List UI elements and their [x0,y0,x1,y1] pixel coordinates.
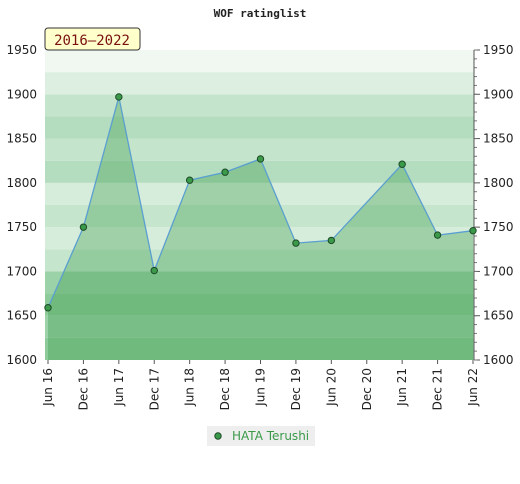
point [185,176,194,184]
point [433,231,442,239]
y-tick-label: 1700 [6,264,37,278]
band [45,72,474,95]
band [45,138,474,161]
point [327,236,336,245]
legend-label: HATA Terushi [232,429,309,443]
point [44,304,52,312]
y-tick-label: 1800 [6,176,37,190]
y-tick-label: 1850 [6,132,37,146]
y-tick-label: 1750 [6,220,37,234]
point [115,93,123,101]
x-tick-label: Jun 17 [112,368,126,407]
y-tick-label-right: 1850 [483,132,514,146]
band [45,94,474,117]
band [45,337,474,360]
band [45,227,474,250]
y-tick-label-right: 1700 [483,264,514,278]
y-tick-label-right: 1600 [483,353,514,367]
line [47,96,474,309]
y-tick-label: 1650 [6,309,37,323]
badge-box [44,27,141,51]
chart-title: WOF ratinglist [214,7,307,20]
band [45,50,474,73]
point [469,226,477,235]
x-tick-label: Dec 19 [289,368,303,410]
x-tick-label: Dec 18 [218,368,232,410]
point [256,155,265,163]
band [45,293,474,316]
y-tick-label-right: 1650 [483,309,514,323]
x-tick-label: Jun 22 [466,368,480,407]
band [45,271,474,294]
point [398,160,406,168]
x-tick-label: Jun 16 [41,368,55,407]
x-tick-label: Jun 18 [183,368,197,407]
y-tick-label: 1950 [6,43,37,57]
x-tick-label: Jun 19 [254,368,268,407]
point [79,223,88,231]
point [221,168,229,176]
x-tick-label: Jun 21 [395,368,409,407]
y-tick-label: 1600 [6,353,37,367]
x-tick-label: Dec 20 [360,368,374,410]
x-tick-label: Dec 16 [76,368,90,410]
legend-box [207,426,315,446]
legend-marker [214,432,222,440]
y-tick-label-right: 1800 [483,176,514,190]
point [292,239,300,247]
y-tick-label: 1900 [6,87,37,101]
x-tick-label: Dec 17 [147,368,161,410]
band [45,249,474,272]
x-tick-label: Jun 20 [324,368,338,407]
y-tick-label-right: 1950 [483,43,514,57]
band [45,182,474,205]
band [45,205,474,228]
y-tick-label-right: 1750 [483,220,514,234]
area [48,96,473,360]
band [45,116,474,139]
badge: 2016–2022 [54,33,130,49]
band [45,160,474,183]
x-tick-label: Dec 21 [431,368,445,410]
band [45,315,474,338]
y-tick-label-right: 1900 [483,87,514,101]
point [150,266,158,275]
